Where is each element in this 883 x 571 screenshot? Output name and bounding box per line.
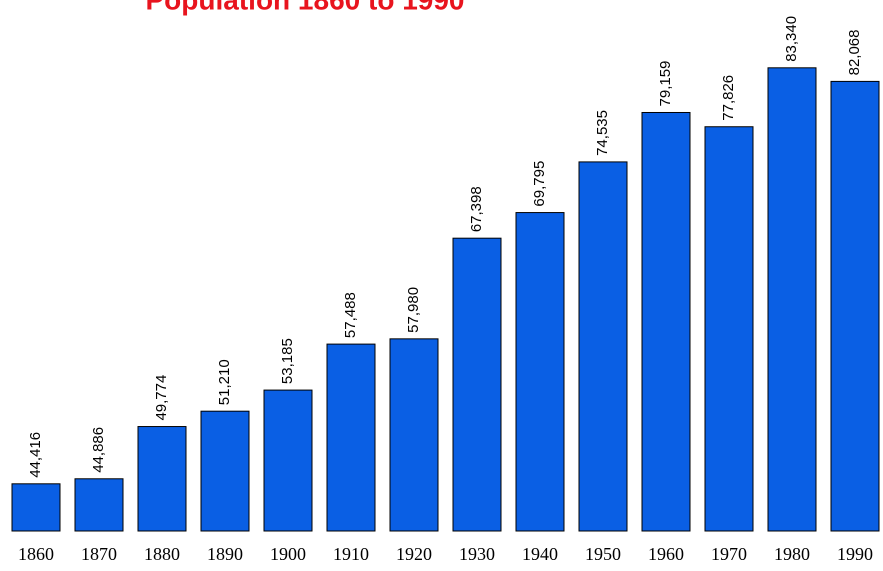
value-label: 44,886 (90, 427, 107, 473)
bar (704, 126, 754, 532)
value-label: 51,210 (216, 359, 233, 405)
value-label: 53,185 (279, 338, 296, 384)
bar (641, 111, 691, 532)
value-label: 82,068 (846, 30, 863, 76)
value-label: 57,488 (342, 292, 359, 338)
value-label: 83,340 (783, 16, 800, 62)
value-label: 44,416 (27, 432, 44, 478)
x-tick-label: 1980 (774, 544, 810, 564)
bar (515, 212, 565, 532)
bar (830, 80, 880, 532)
bar (137, 426, 187, 532)
bar (578, 161, 628, 532)
bar (389, 338, 439, 532)
x-tick-label: 1890 (207, 544, 243, 564)
bar (11, 483, 61, 532)
value-label: 77,826 (720, 75, 737, 121)
value-label: 67,398 (468, 186, 485, 232)
bar (200, 410, 250, 532)
value-label: 57,980 (405, 287, 422, 333)
bar (452, 237, 502, 532)
bar (74, 478, 124, 532)
x-tick-label: 1870 (81, 544, 117, 564)
x-tick-label: 1970 (711, 544, 747, 564)
x-tick-label: 1950 (585, 544, 621, 564)
x-tick-label: 1940 (522, 544, 558, 564)
bar (326, 343, 376, 532)
x-tick-label: 1990 (837, 544, 873, 564)
x-tick-label: 1930 (459, 544, 495, 564)
value-label: 74,535 (594, 110, 611, 156)
value-label: 79,159 (657, 61, 674, 107)
x-tick-label: 1960 (648, 544, 684, 564)
value-label: 49,774 (153, 375, 170, 421)
bar (767, 67, 817, 532)
bar (263, 389, 313, 532)
x-tick-label: 1880 (144, 544, 180, 564)
value-label: 69,795 (531, 161, 548, 207)
x-tick-label: 1900 (270, 544, 306, 564)
x-tick-label: 1860 (18, 544, 54, 564)
x-tick-label: 1920 (396, 544, 432, 564)
x-tick-label: 1910 (333, 544, 369, 564)
chart-title: Population 1860 to 1990 (146, 0, 465, 15)
